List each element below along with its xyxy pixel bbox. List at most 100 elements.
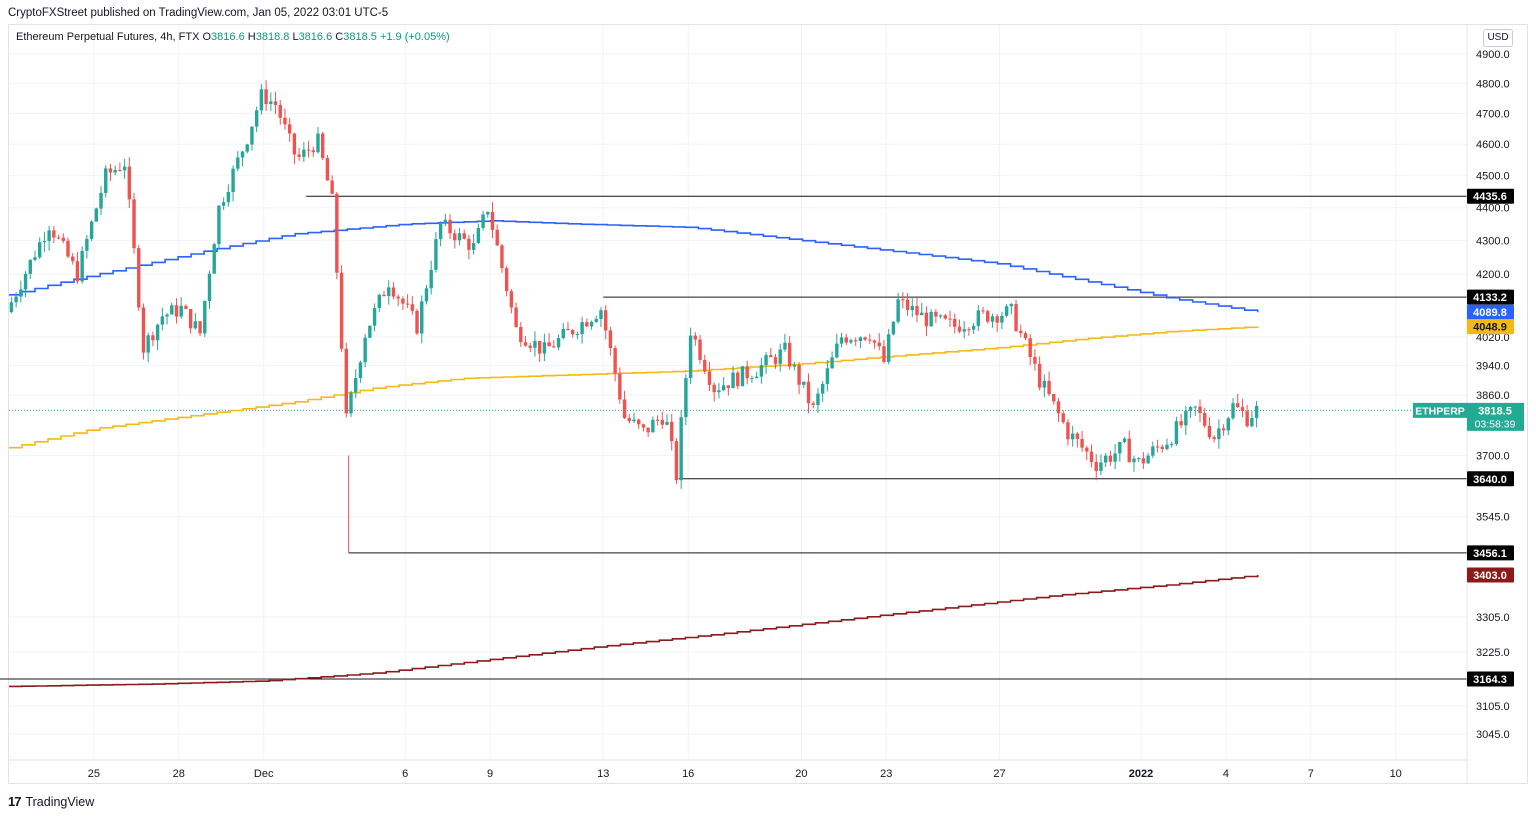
candle-body (354, 378, 358, 393)
candle-body (707, 371, 712, 385)
candle-body (1155, 446, 1160, 448)
price-tick-label: 3045.0 (1476, 729, 1510, 741)
candle-body (1113, 453, 1117, 462)
candle-body (207, 273, 212, 302)
time-tick-label: 20 (795, 768, 807, 780)
candle-body (415, 310, 419, 334)
candle-body (1231, 403, 1235, 419)
time-tick-label: 16 (682, 768, 694, 780)
candle-body (141, 307, 146, 353)
candle-body (938, 315, 943, 317)
open-label: O (202, 31, 212, 43)
candle-body (23, 273, 28, 290)
currency-button[interactable]: USD (1483, 29, 1513, 47)
close-label: C (335, 31, 344, 43)
candle-body (967, 329, 971, 331)
candle-body (971, 325, 976, 330)
candle-body (632, 419, 636, 422)
candle-body (1103, 455, 1108, 463)
candle-body (830, 357, 834, 369)
indicator-lines (9, 220, 1259, 688)
candle-body (330, 180, 334, 194)
candle-body (377, 294, 381, 308)
candle-body (396, 296, 400, 299)
candle-body (132, 199, 136, 249)
candle-body (868, 339, 872, 341)
candle-body (1236, 403, 1240, 408)
candle-body (1170, 444, 1174, 446)
candle-body (113, 170, 117, 173)
candle-body (1132, 458, 1136, 463)
price-tick-label: 4900.0 (1476, 49, 1510, 61)
candle-body (1066, 422, 1070, 440)
candle-body (1070, 433, 1075, 440)
candle-body (443, 219, 448, 223)
candle-body (56, 237, 61, 239)
candle-body (240, 151, 245, 158)
candle-body (981, 310, 985, 312)
candle-body (71, 256, 75, 262)
candle-body (1080, 438, 1084, 448)
candle-body (19, 289, 23, 297)
candle-body (1000, 315, 1004, 323)
candle-body (292, 133, 297, 155)
candle-body (665, 421, 669, 425)
candle-body (1240, 407, 1245, 412)
candle-body (66, 240, 70, 257)
candle-body (698, 339, 702, 360)
candle-body (759, 365, 764, 377)
candle-body (736, 372, 740, 387)
candle-body (646, 427, 650, 433)
candle-body (910, 306, 914, 311)
candle-body (198, 321, 202, 334)
candle-body (137, 248, 141, 308)
high-value: 3818.8 (255, 31, 290, 43)
indicator-line (9, 575, 1259, 688)
time-tick-label: 23 (880, 768, 892, 780)
candle-body (297, 154, 301, 157)
candle-body (146, 335, 150, 353)
candle-body (47, 230, 51, 242)
candle-body (358, 362, 363, 379)
candle-body (14, 296, 18, 303)
candle-body (391, 287, 396, 297)
level-price-label: 4435.6 (1473, 191, 1507, 203)
candle-body (302, 149, 306, 157)
candle-body (184, 305, 188, 310)
candle-body (594, 318, 598, 322)
candle-body (547, 342, 551, 347)
candle-body (712, 384, 716, 393)
level-price-label: 3640.0 (1473, 474, 1507, 486)
candle-body (89, 221, 94, 239)
candle-body (773, 357, 778, 364)
candle-body (269, 101, 273, 105)
price-tick-label: 4020.0 (1476, 332, 1510, 344)
candle-body (533, 340, 537, 348)
ohlc-legend: Ethereum Perpetual Futures, 4h, FTX O381… (16, 31, 450, 43)
candle-body (1118, 442, 1122, 454)
candle-body (1122, 438, 1127, 443)
candle-body (481, 214, 485, 228)
candle-body (660, 419, 664, 425)
candle-body (1217, 428, 1221, 440)
candle-body (674, 441, 679, 481)
price-tick-label: 4800.0 (1476, 78, 1510, 90)
candle-body (717, 390, 721, 393)
candle-body (259, 89, 264, 111)
indicator-price-label-bg (1467, 319, 1514, 335)
candle-body (726, 385, 731, 389)
price-tick-label: 3105.0 (1476, 701, 1510, 713)
candle-body (401, 298, 405, 304)
candle-body (1033, 356, 1037, 364)
candle-body (745, 366, 749, 379)
indicator-line (9, 326, 1259, 449)
candle-body (905, 299, 910, 311)
candle-body (688, 335, 693, 379)
candle-body (160, 316, 165, 325)
candle-body (495, 229, 499, 246)
candle-body (1009, 303, 1014, 307)
candle-body (1099, 462, 1103, 471)
last-price-bg (1467, 402, 1524, 431)
candle-body (703, 359, 707, 372)
